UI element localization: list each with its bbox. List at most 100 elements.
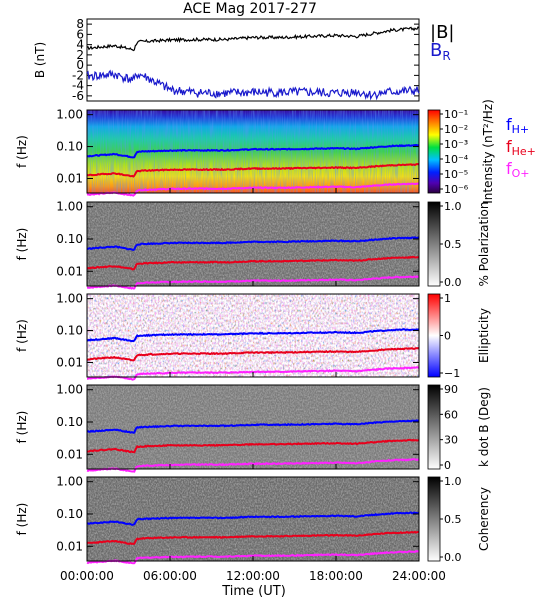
y-tick-label: 0.01 <box>56 355 83 369</box>
colorbar <box>427 201 441 287</box>
y-axis-label: f (Hz) <box>15 228 29 261</box>
y-tick-label: 2 <box>76 48 84 62</box>
time-axis: 00:00:00 06:00:00 12:00:00 18:00:00 24:00:00 <box>60 569 446 583</box>
time-axis-label: Time (UT) <box>221 584 286 599</box>
panel-intensity: 1.00 0.10 0.01 f (Hz) 10⁻¹ 10⁻² 10⁻³ 10⁻⁴ 10⁻⁵ 10… <box>15 99 495 204</box>
y-axis-label: f (Hz) <box>15 135 29 168</box>
colorbar-label: Intensity (nT²/Hz) <box>481 99 495 204</box>
spectral-panels: 1.000.100.01f (Hz)10⁻¹10⁻²10⁻³10⁻⁴10⁻⁵10… <box>15 99 536 565</box>
line-f-o <box>86 550 420 565</box>
line-f-h <box>86 328 420 343</box>
magnetic-field-y-label: B (nT) <box>33 42 47 78</box>
legend-b-radial-sub: R <box>442 49 450 63</box>
y-axis-label: f (Hz) <box>15 503 29 536</box>
y-tick-label: 0.10 <box>56 232 83 246</box>
legend-b-radial-main: B <box>430 40 442 61</box>
panel-k-dot-b: 1.00 0.10 0.01 f (Hz) 90 60 30 0 k dot B (Deg) <box>15 383 491 473</box>
x-tick-label: 12:00:00 <box>226 569 280 583</box>
y-tick-label: 1.00 <box>56 108 83 122</box>
line-f-he <box>86 162 420 178</box>
figure-title: ACE Mag 2017-277 <box>183 1 317 17</box>
colorbar-tick-label: 0 <box>444 330 451 343</box>
panel-ellipticity: 1.00 0.10 0.01 f (Hz) 1 0 −1 Ellipticity <box>15 292 491 381</box>
colorbar-tick-label: 30 <box>444 434 458 447</box>
x-tick-label: 06:00:00 <box>143 569 197 583</box>
line-f-h <box>86 143 420 159</box>
magnetic-field-frame <box>86 18 420 102</box>
x-tick-label: 00:00:00 <box>60 569 114 583</box>
legend-f-h-sub: H+ <box>512 123 530 136</box>
legend-f-h: fH+ <box>506 115 529 136</box>
y-tick-label: 0.01 <box>56 171 83 185</box>
legend-f-he: fHe+ <box>506 137 536 158</box>
y-tick-label: 1.00 <box>56 200 83 214</box>
line-f-o <box>86 275 419 290</box>
y-tick-label: -6 <box>72 89 84 103</box>
legend-f-he-sub: He+ <box>512 145 536 158</box>
colorbar-tick-label: 10⁻⁶ <box>444 183 469 196</box>
y-tick-label: 4 <box>76 38 84 52</box>
colorbar-tick-label: 0.5 <box>444 513 462 526</box>
y-tick-label: -2 <box>72 68 84 82</box>
colorbar <box>427 384 441 470</box>
colorbar <box>427 476 441 562</box>
y-tick-label: 0.10 <box>56 140 83 154</box>
colorbar-tick-label: 1 <box>444 292 451 305</box>
x-tick-label: 18:00:00 <box>309 569 363 583</box>
line-f-o <box>86 458 420 473</box>
line-f-h <box>86 419 420 434</box>
line-f-he <box>86 255 420 271</box>
line-f-o <box>86 182 420 197</box>
panel-coherency: 1.00 0.10 0.01 f (Hz) 1.0 0.5 0.0 Coherency <box>15 475 491 565</box>
line-f-o <box>87 366 420 381</box>
line-f-he <box>86 347 420 362</box>
colorbar <box>427 293 441 378</box>
panel-polarization: 1.00 0.10 0.01 f (Hz) 1.0 0.5 0.0 % Polarizatio… <box>15 200 491 290</box>
gyrofrequency-legend: fH+fHe+fO+ <box>506 115 536 180</box>
line-f-h <box>86 511 420 526</box>
y-tick-label: 0.10 <box>56 415 83 429</box>
colorbar-label: k dot B (Deg) <box>477 387 491 467</box>
y-tick-label: 0.01 <box>56 447 83 461</box>
colorbar-label: Ellipticity <box>477 308 491 363</box>
y-tick-label: -4 <box>72 79 84 93</box>
colorbar-label: % Polarization <box>477 202 491 287</box>
colorbar-label: Coherency <box>477 487 491 551</box>
y-axis-label: f (Hz) <box>15 411 29 444</box>
y-tick-label: 0.10 <box>56 324 83 338</box>
colorbar-tick-label: 1.0 <box>444 200 462 213</box>
colorbar <box>427 109 441 194</box>
colorbar-tick-label: 0.0 <box>444 551 462 564</box>
series-line-b-radial <box>86 69 420 101</box>
line-f-he <box>86 438 419 454</box>
legend-f-h-main: f <box>506 115 512 134</box>
line-f-he <box>86 530 420 546</box>
y-tick-label: 6 <box>76 27 84 41</box>
colorbar-tick-label: 10⁻¹ <box>444 108 468 121</box>
legend-f-o-main: f <box>506 159 512 178</box>
series-line-b-total <box>86 26 420 52</box>
legend-f-he-main: f <box>506 137 512 156</box>
colorbar-tick-label: 10⁻³ <box>444 138 468 151</box>
line-f-h <box>86 236 420 251</box>
y-tick-label: 0 <box>76 58 84 72</box>
legend-f-o: fO+ <box>506 159 530 180</box>
colorbar-tick-label: 0 <box>444 459 451 472</box>
colorbar-tick-label: 10⁻⁴ <box>444 153 469 166</box>
colorbar-tick-label: 0.0 <box>444 276 462 289</box>
y-tick-label: 0.01 <box>56 264 83 278</box>
legend-b-total: |B| <box>430 22 454 43</box>
colorbar-tick-label: 90 <box>444 383 458 396</box>
colorbar-tick-label: 0.5 <box>444 238 462 251</box>
colorbar-tick-label: −1 <box>444 367 460 380</box>
colorbar-tick-label: 10⁻⁵ <box>444 168 468 181</box>
y-tick-label: 0.01 <box>56 539 83 553</box>
legend-f-o-sub: O+ <box>512 167 530 180</box>
x-tick-label: 24:00:00 <box>392 569 446 583</box>
y-tick-label: 1.00 <box>56 383 83 397</box>
y-tick-label: 1.00 <box>56 475 83 489</box>
y-tick-label: 0.10 <box>56 507 83 521</box>
colorbar-tick-label: 60 <box>444 408 458 421</box>
